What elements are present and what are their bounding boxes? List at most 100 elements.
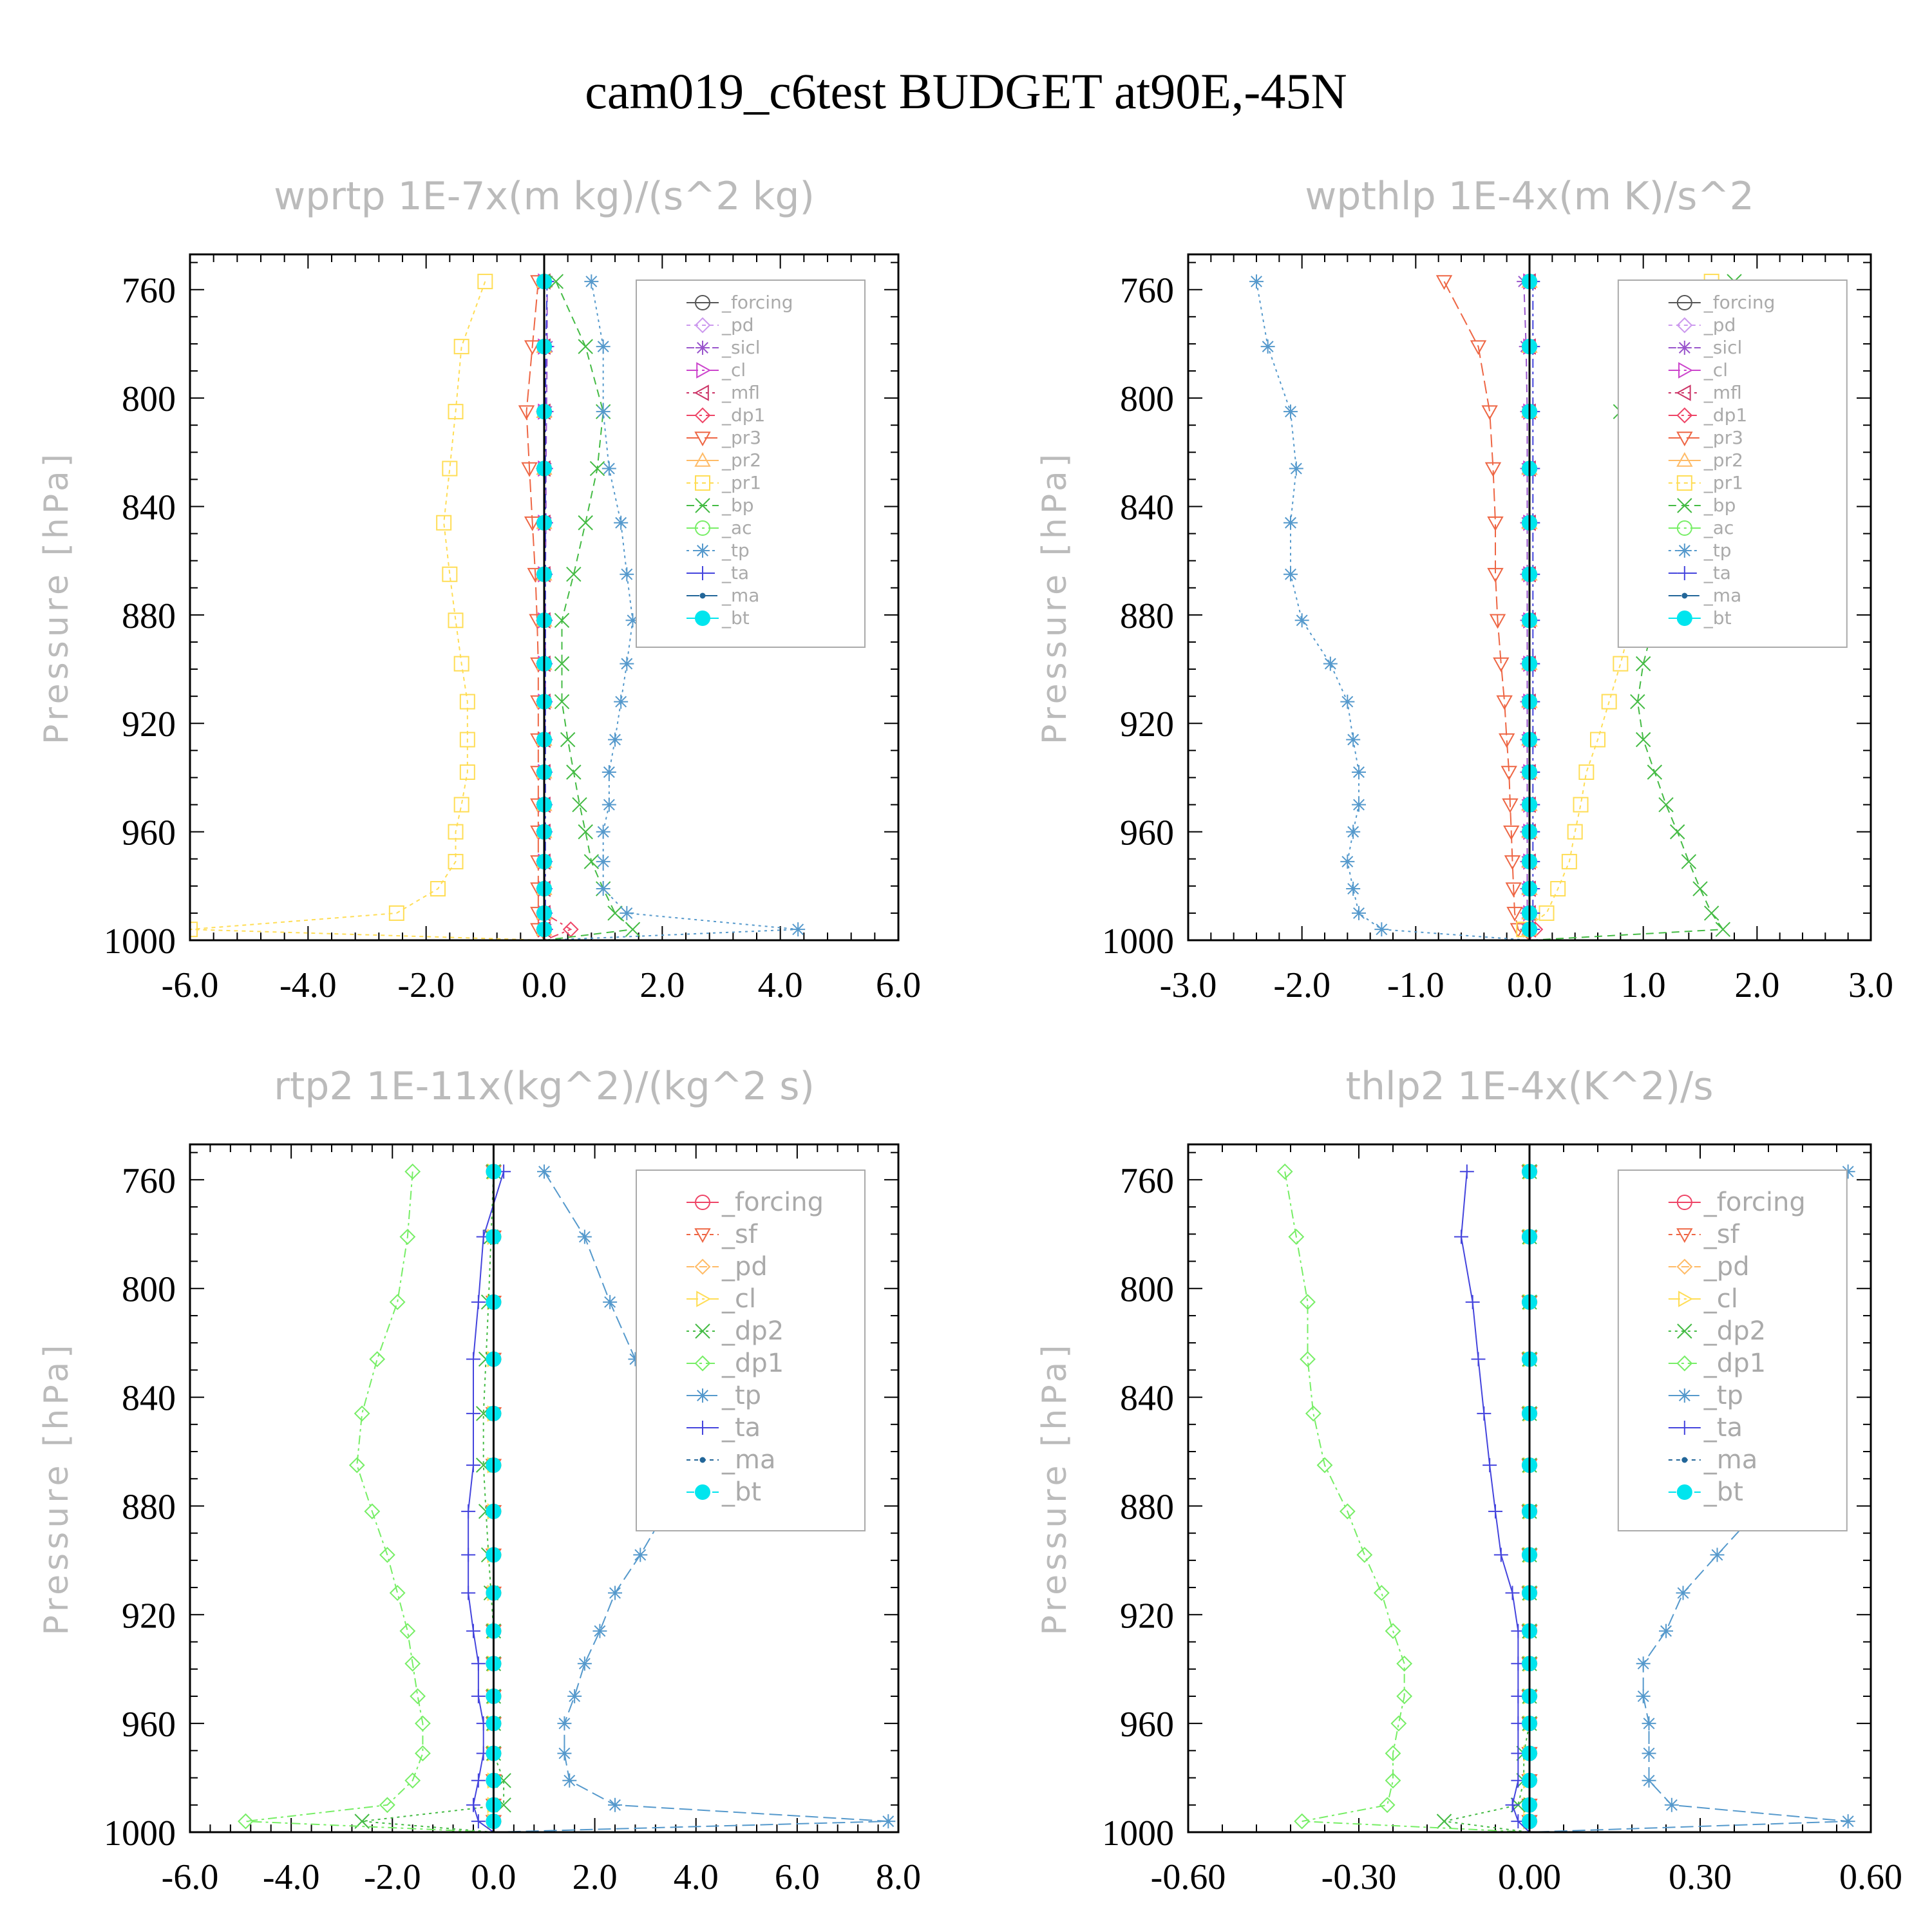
legend-entry: _ma (721, 585, 759, 606)
data-point_tp (1642, 1716, 1656, 1731)
legend-entry: _tp (721, 540, 750, 561)
series-line_dp1 (1284, 1171, 1530, 1832)
data-point_tp (614, 515, 629, 530)
series-line_dp1 (245, 1171, 494, 1832)
data-point_tp (537, 1164, 551, 1179)
legend-entry: _cl (721, 1284, 756, 1314)
series-line_bp (544, 281, 634, 940)
data-point_pr1 (477, 274, 493, 290)
data-point_pr1 (1590, 732, 1605, 748)
data-point_dp1 (1396, 1688, 1413, 1705)
data-point_tp (1340, 854, 1355, 869)
legend-entry: _dp1 (721, 404, 765, 426)
x-tick-label: 0.0 (522, 965, 567, 1005)
legend-marker (1677, 498, 1692, 513)
data-point_dp1 (369, 1351, 386, 1367)
x-tick-label: 1.0 (1621, 965, 1666, 1005)
legend-entry: _cl (721, 359, 746, 381)
data-point_bp (1635, 732, 1651, 748)
legend-entry: _ta (1703, 1413, 1743, 1443)
legend-entry: _pd (721, 314, 754, 336)
legend-entry: _dp2 (1703, 1316, 1766, 1346)
data-point_tp (1249, 274, 1264, 289)
data-point_dp1 (379, 1797, 395, 1814)
legend-entry: _sf (721, 1220, 758, 1249)
data-point_dp1 (1396, 1655, 1413, 1672)
panel-title: wprtp 1E-7x(m kg)/(s^2 kg) (274, 174, 815, 219)
series-line_tp (493, 1171, 889, 1832)
data-point_pr3 (1489, 614, 1506, 629)
data-point_tp (584, 274, 599, 289)
legend-marker (695, 295, 710, 310)
x-tick-label: -2.0 (1273, 965, 1331, 1005)
data-point_dp1 (1385, 1623, 1401, 1640)
data-point_ta (471, 1294, 486, 1309)
data-point_tp (1659, 1624, 1673, 1638)
data-point_ta (1488, 1504, 1502, 1519)
legend-box (1617, 279, 1848, 648)
y-tick-label: 880 (122, 596, 176, 636)
data-point_bp (548, 274, 564, 289)
data-point_tp (1294, 613, 1309, 628)
legend-box (636, 279, 866, 648)
legend-marker (1676, 295, 1692, 310)
x-tick-label: -6.0 (162, 1857, 219, 1897)
data-point_ta (466, 1624, 480, 1638)
figure-title: cam019_c6test BUDGET at90E,-45N (585, 63, 1347, 119)
x-tick-label: -6.0 (162, 965, 219, 1005)
data-point_dp1 (415, 1745, 431, 1761)
data-point_pr3 (1487, 516, 1504, 531)
legend-marker (699, 1457, 706, 1463)
legend-marker (694, 317, 711, 334)
legend-marker (695, 520, 710, 536)
data-point_bp (572, 797, 587, 813)
data-point_pr1 (448, 824, 464, 840)
data-point_pr1 (442, 460, 458, 477)
x-tick-label: 4.0 (674, 1857, 719, 1897)
legend: _forcing_pd_sicl_cl_mfl_dp1_pr3_pr2_pr1_… (636, 279, 866, 648)
legend-marker (1677, 1388, 1692, 1403)
data-point_pr1 (1573, 797, 1589, 813)
y-tick-label: 760 (1120, 1161, 1174, 1201)
data-point_bp (578, 515, 593, 531)
legend-entry: _cl (1703, 359, 1728, 381)
x-tick-label: -1.0 (1387, 965, 1444, 1005)
data-point_pr3 (1496, 695, 1513, 710)
data-point_pr1 (1601, 694, 1617, 710)
data-point_dp1 (354, 1405, 370, 1422)
legend: _forcing _sf _pd_cl_dp2 _dp1 _tp _ta_ma_bt (636, 1170, 866, 1531)
panel-title: rtp2 1E-11x(kg^2)/(kg^2 s) (274, 1064, 815, 1109)
legend-marker (694, 384, 709, 401)
data-point_tp (596, 339, 611, 354)
data-point_ta (471, 1689, 486, 1703)
data-point_pr3 (524, 340, 541, 355)
data-point_pr1 (190, 922, 198, 938)
data-point_tp (608, 732, 622, 747)
legend-entry: _ta (1703, 562, 1731, 583)
y-tick-label: 880 (1120, 596, 1174, 636)
data-point_tp (1642, 1746, 1656, 1761)
data-point_pr3 (521, 462, 538, 477)
data-point_ta (466, 1406, 480, 1421)
legend-marker (1678, 362, 1693, 379)
data-point_pr1 (388, 905, 404, 921)
y-axis-label: Pressure [hPa] (37, 450, 76, 744)
legend-entry: _pd (721, 1252, 768, 1282)
panel-title: wpthlp 1E-4x(m K)/s^2 (1305, 174, 1754, 219)
y-axis-label: Pressure [hPa] (1036, 450, 1074, 744)
chart-panel-1: wprtp 1E-7x(m kg)/(s^2 kg) Pressure [hPa]… (37, 174, 921, 1005)
data-point_tp (608, 1586, 622, 1600)
y-tick-label: 1000 (1102, 922, 1174, 961)
legend-entry: _bt (721, 607, 750, 629)
legend-marker (695, 475, 710, 491)
data-point_ta (1482, 1458, 1497, 1473)
legend-marker (1676, 407, 1693, 424)
data-point_tp (596, 882, 611, 896)
y-tick-label: 920 (122, 705, 176, 744)
data-point_bp (1669, 824, 1685, 840)
legend-entry: _bt (721, 1477, 761, 1507)
y-tick-label: 920 (122, 1596, 176, 1636)
legend-marker (1676, 520, 1692, 536)
data-point_bp (1647, 764, 1663, 780)
data-point_pr1 (459, 732, 475, 748)
